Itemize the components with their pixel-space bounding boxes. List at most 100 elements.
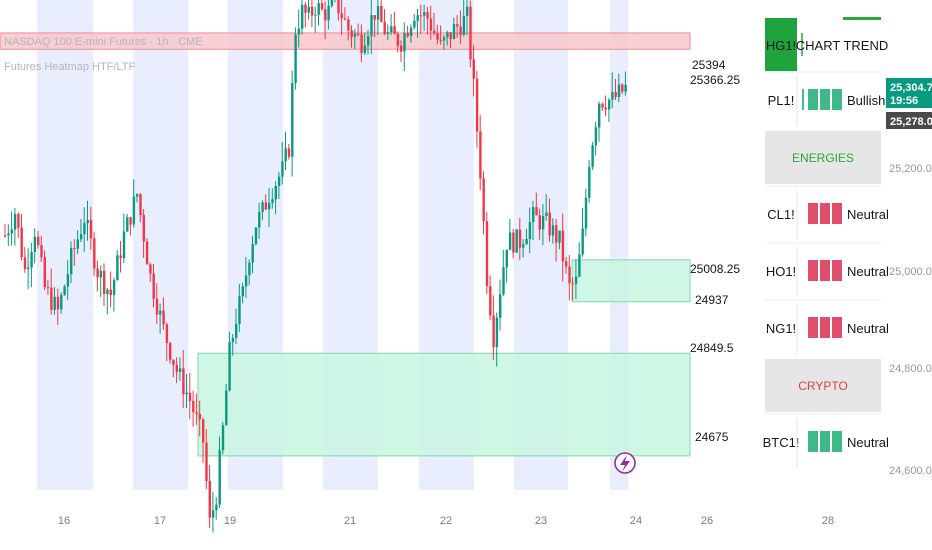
price-tick: 25,000.00 <box>889 266 932 278</box>
price-tick: 24,800.00 <box>889 363 932 375</box>
candle-body <box>604 107 607 110</box>
candle-body <box>565 261 568 267</box>
table-row-symbol: NG1! <box>766 321 796 336</box>
candle-body <box>594 127 598 146</box>
candle-body <box>175 364 178 373</box>
candle-body <box>452 24 456 39</box>
candle-body <box>53 296 56 310</box>
candle-body <box>601 103 604 108</box>
candle-body <box>33 236 37 253</box>
candle-body <box>558 230 561 243</box>
candle-body <box>238 296 241 324</box>
time-axis: 16 17 19 21 22 23 24 26 28 <box>58 515 834 527</box>
candle-body <box>37 236 40 245</box>
candle-body <box>317 3 320 15</box>
candle-body <box>7 233 10 236</box>
candle-body <box>502 267 505 295</box>
candle-body <box>409 27 413 37</box>
candle-body <box>182 368 185 395</box>
candle-body <box>581 228 584 255</box>
candlestick-series <box>4 0 627 533</box>
table-row-symbol: PL1! <box>768 93 795 108</box>
candle-body <box>20 227 23 258</box>
candle-body <box>578 254 581 277</box>
candle-body <box>423 12 426 16</box>
candle-body <box>27 267 30 270</box>
candle-body <box>337 0 340 14</box>
candle-body <box>60 294 63 310</box>
candle-body <box>347 19 350 31</box>
candle-body <box>324 9 327 21</box>
candle-body <box>568 266 571 284</box>
candle-body <box>195 412 198 414</box>
candle-body <box>515 229 518 253</box>
candle-body <box>268 202 271 210</box>
prev-close-value: 25,278.00 <box>890 116 932 128</box>
candle-body <box>43 257 46 288</box>
price-axis[interactable]: 25,200.00 25,000.00 24,800.00 24,600.00 … <box>886 78 932 477</box>
candle-body <box>231 337 235 343</box>
candle-body <box>518 229 522 248</box>
table-header-accent <box>843 17 881 20</box>
candle-body <box>489 286 492 316</box>
candle-body <box>370 15 373 37</box>
candle-body <box>357 33 360 35</box>
trend-square <box>820 260 830 281</box>
candle-body <box>442 37 446 41</box>
candle-body <box>264 202 268 210</box>
table-header-symbol-cell <box>765 18 797 71</box>
candle-body <box>598 103 601 128</box>
level-zone2-bottom: 24675 <box>695 430 729 444</box>
chart-symbol-title: NASDAQ 100 E-mini Futures · 1h · CME <box>4 36 203 48</box>
candle-body <box>433 30 436 34</box>
candle-body <box>485 221 489 287</box>
candle-body <box>413 20 416 28</box>
table-header-symbol: HG1! <box>766 38 796 53</box>
candle-body <box>40 244 43 258</box>
last-price-value: 25,304.75 <box>890 82 932 94</box>
candle-body <box>624 85 627 92</box>
candle-body <box>314 14 317 16</box>
table-row-trend: Neutral <box>847 435 889 450</box>
candle-body <box>83 223 86 235</box>
trend-square <box>820 203 830 224</box>
candle-body <box>532 207 535 223</box>
table-section-row <box>765 359 881 412</box>
table-row-trend: Neutral <box>847 207 889 222</box>
candle-body <box>479 131 482 179</box>
candle-body <box>10 229 13 234</box>
trend-square <box>832 317 842 338</box>
candle-body <box>208 481 211 518</box>
candle-body <box>228 342 231 391</box>
candle-body <box>284 148 287 162</box>
candle-body <box>396 33 400 46</box>
table-row-trend: Bullish <box>847 93 885 108</box>
candle-body <box>548 212 551 236</box>
candle-body <box>17 213 20 228</box>
candle-body <box>439 39 442 41</box>
candle-body <box>73 248 76 250</box>
candle-body <box>522 244 525 248</box>
time-tick: 17 <box>154 515 166 527</box>
candle-body <box>46 287 50 289</box>
candle-body <box>254 227 258 245</box>
candle-body <box>482 178 485 222</box>
candle-body <box>198 413 202 420</box>
candle-body <box>132 196 136 225</box>
candle-body <box>188 392 192 401</box>
candle-body <box>76 239 79 249</box>
candle-body <box>109 289 112 296</box>
candle-body <box>621 84 624 92</box>
table-header-title: CHART TREND <box>796 38 888 53</box>
lightning-icon[interactable] <box>614 452 636 474</box>
resistance-zone <box>0 32 691 50</box>
candle-body <box>386 32 390 34</box>
candle-body <box>178 368 182 373</box>
time-tick: 22 <box>440 515 452 527</box>
candle-body <box>456 24 459 27</box>
candle-body <box>23 257 27 270</box>
price-zones <box>0 32 691 457</box>
candle-body <box>169 343 172 360</box>
level-resistance-top: 25394 <box>692 58 726 72</box>
